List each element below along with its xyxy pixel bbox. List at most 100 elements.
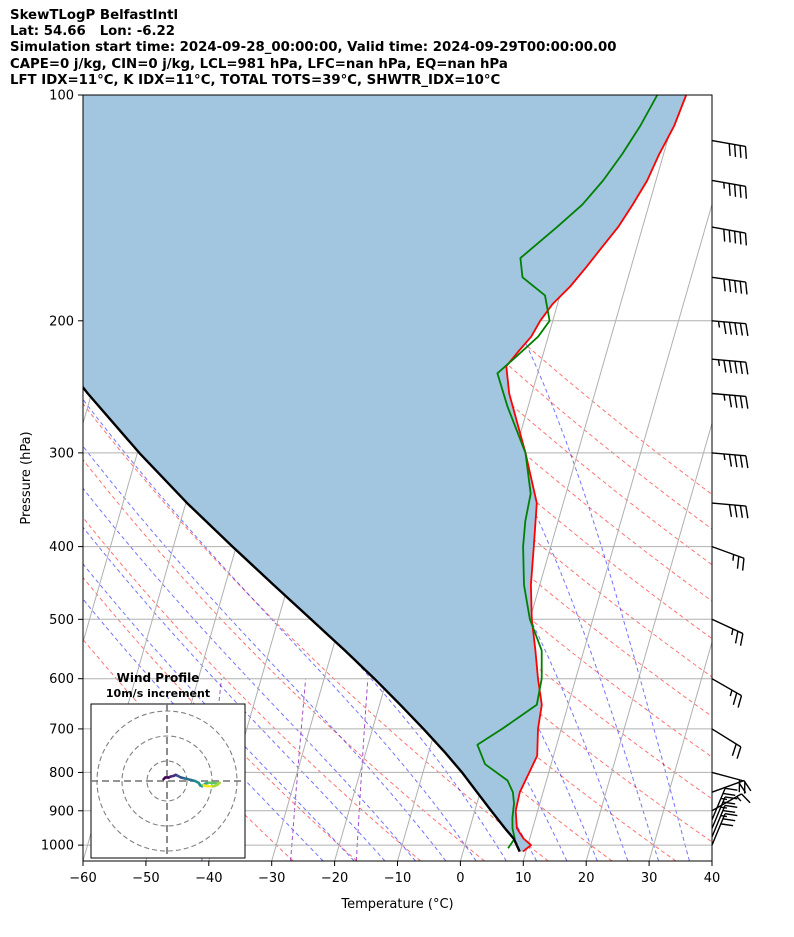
header-station: SkewTLogP BelfastIntl [10, 8, 179, 23]
x-axis-label: Temperature (°C) [340, 897, 453, 912]
wind-barb-flag [724, 813, 738, 817]
wind-barb-flag [734, 504, 738, 518]
wind-barb [711, 771, 746, 794]
x-tick-label: −60 [69, 871, 96, 886]
wind-barb [711, 813, 738, 846]
isotherm [711, 859, 712, 861]
wind-barb-half-flag [732, 554, 735, 561]
y-tick-label: 400 [49, 540, 74, 555]
wind-barb-flag [739, 185, 742, 198]
wind-barb-flag [722, 792, 736, 796]
header-indices-2: LFT IDX=11°C, K IDX=11°C, TOTAL TOTS=39°… [10, 73, 501, 88]
dry-adiabat [83, 576, 358, 861]
wind-barb [711, 793, 751, 812]
wind-barb-flag [724, 796, 738, 800]
moist-adiabat [83, 398, 477, 861]
wind-barb-staff [711, 320, 746, 325]
moist-adiabat [83, 563, 355, 861]
x-tick-label: 30 [641, 871, 658, 886]
shaded-region [83, 95, 687, 852]
wind-barb [711, 728, 742, 759]
wind-barb-staff [711, 805, 726, 838]
wind-barb-flag [723, 278, 726, 292]
wind-barb-flag [732, 692, 738, 705]
wind-barb-flag [741, 558, 745, 571]
wind-barb-flag [740, 793, 751, 804]
x-tick-label: 10 [515, 871, 532, 886]
isotherm [522, 202, 712, 861]
wind-barb-staff [711, 678, 742, 697]
wind-barb-flag [745, 323, 749, 337]
y-tick-label: 900 [49, 804, 74, 819]
wind-barb-flag [722, 809, 736, 814]
x-tick-label: 40 [704, 871, 721, 886]
x-tick-label: −50 [132, 871, 159, 886]
wind-barb-flag [723, 321, 727, 335]
wind-barb-flag [739, 633, 744, 646]
hodograph-segment [202, 784, 209, 788]
wind-barb-staff [711, 618, 744, 635]
wind-barb [711, 452, 749, 469]
wind-barb-flag [728, 394, 733, 408]
wind-barb-flag [731, 743, 737, 756]
wind-barb-half-flag [736, 796, 742, 802]
wind-barb-flag [745, 455, 749, 469]
isotherm [585, 421, 712, 861]
moist-adiabat [365, 95, 690, 861]
wind-barb-half-flag [720, 797, 728, 801]
wind-barb-flag [744, 146, 748, 159]
wind-barb [711, 139, 748, 159]
wind-barb-staff [711, 793, 742, 812]
wind-barb-flag [734, 631, 739, 644]
moist-adiabat [83, 445, 447, 861]
wind-barb-flag [722, 818, 736, 822]
wind-barb-flag [744, 186, 748, 199]
x-tick-label: −20 [321, 871, 348, 886]
wind-barb [711, 276, 748, 295]
y-tick-label: 1000 [41, 839, 74, 854]
wind-barb [711, 226, 748, 246]
wind-barb [711, 358, 749, 375]
wind-barb [711, 545, 745, 571]
wind-barb-flag [739, 361, 744, 375]
wind-barb [711, 678, 743, 708]
x-tick-label: −40 [195, 871, 222, 886]
wind-barb-staff [711, 771, 746, 782]
wind-barb-flag [736, 556, 740, 569]
dewpoint-line [476, 95, 659, 849]
wind-barb-flag [733, 231, 737, 244]
wind-barb-flag [728, 279, 732, 293]
mixing-ratio-line [290, 678, 307, 861]
wind-barb-staff [711, 813, 726, 846]
wind-barb-flag [734, 395, 738, 408]
wind-barb-half-flag [723, 453, 726, 461]
wind-barb-flag [728, 360, 733, 374]
wind-barb-half-flag [717, 321, 721, 328]
y-tick-label: 600 [49, 672, 74, 687]
wind-barb-flag [736, 746, 742, 759]
hodograph-plot [91, 704, 245, 858]
wind-barb-staff [711, 728, 742, 748]
wind-barb-staff [711, 452, 746, 457]
wind-barb-flag [728, 504, 733, 517]
wind-barb-flag [739, 281, 743, 294]
header-location: Lat: 54.66 Lon: -6.22 [10, 24, 176, 39]
wind-barb-half-flag [720, 806, 728, 809]
wind-barb-flag [737, 695, 743, 708]
wind-barb-flag [728, 183, 731, 196]
x-tick-label: −30 [258, 871, 285, 886]
wind-barb-staff [711, 796, 726, 829]
hodograph-subtitle: 10m/s increment [106, 687, 210, 700]
wind-barb-staff [711, 779, 745, 793]
moist-adiabat [83, 123, 598, 861]
wind-barb-flag [728, 322, 733, 335]
wind-barb-flag [739, 455, 744, 468]
wind-barb-half-flag [717, 359, 721, 366]
wind-barb-flag [739, 323, 744, 336]
mixing-ratio-line [355, 678, 369, 861]
wind-barb-half-flag [729, 689, 733, 697]
wind-barb-staff [711, 358, 746, 363]
wind-barb [711, 787, 738, 820]
wind-barb [711, 618, 744, 646]
